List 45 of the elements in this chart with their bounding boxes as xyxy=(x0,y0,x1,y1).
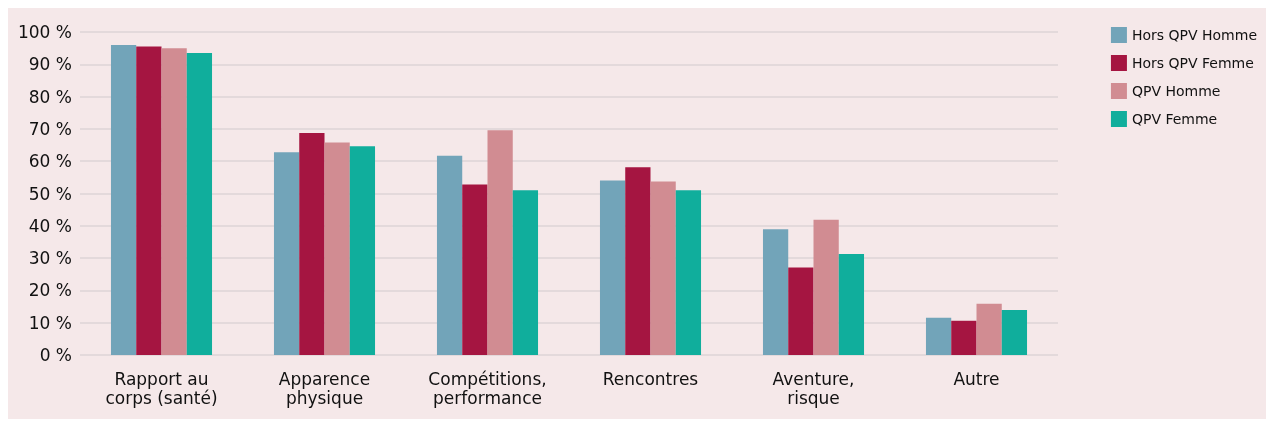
bar xyxy=(136,46,162,355)
y-tick-label: 80 % xyxy=(28,86,72,107)
bar xyxy=(838,253,865,355)
y-tick-label: 100 % xyxy=(17,22,72,42)
bar xyxy=(487,130,513,355)
bar xyxy=(324,142,350,355)
bar xyxy=(299,133,325,355)
bar xyxy=(161,48,187,355)
bar xyxy=(349,146,376,355)
y-tick-label: 70 % xyxy=(28,118,72,139)
legend-label: QPV Homme xyxy=(1131,83,1221,99)
x-tick-label: Rapport au corps (santé) xyxy=(105,368,218,408)
bar xyxy=(462,184,488,355)
x-tick-label: Compétitions, performance xyxy=(428,368,547,408)
bar xyxy=(762,229,789,355)
x-tick-label: Autre xyxy=(953,368,1000,389)
y-tick-label: 20 % xyxy=(28,280,72,301)
bar xyxy=(110,44,137,355)
bar xyxy=(273,152,300,355)
bar xyxy=(650,181,676,355)
bar xyxy=(925,317,952,355)
x-tick-label: Rencontres xyxy=(602,368,699,389)
legend-label: Hors QPV Homme xyxy=(1131,27,1258,43)
bar xyxy=(1001,310,1028,355)
legend-label: Hors QPV Femme xyxy=(1131,55,1254,71)
bar xyxy=(186,53,213,355)
x-tick-label: Aventure, risque xyxy=(772,368,855,408)
y-tick-label: 60 % xyxy=(28,151,72,172)
bar xyxy=(625,167,651,355)
bar xyxy=(436,155,463,355)
bar xyxy=(976,303,1002,355)
y-tick-label: 90 % xyxy=(28,54,72,75)
bar xyxy=(599,180,626,355)
bar xyxy=(675,190,702,355)
bar xyxy=(788,267,814,355)
y-tick-label: 10 % xyxy=(28,312,72,333)
x-tick-label: Apparence physique xyxy=(278,368,371,408)
y-tick-label: 30 % xyxy=(28,248,72,269)
y-tick-label: 50 % xyxy=(28,183,72,204)
bar xyxy=(813,219,839,355)
y-tick-label: 0 % xyxy=(39,345,72,365)
legend-label: QPV Femme xyxy=(1131,111,1218,127)
y-tick-label: 40 % xyxy=(28,215,72,236)
bar xyxy=(951,320,977,355)
bar xyxy=(512,190,539,355)
